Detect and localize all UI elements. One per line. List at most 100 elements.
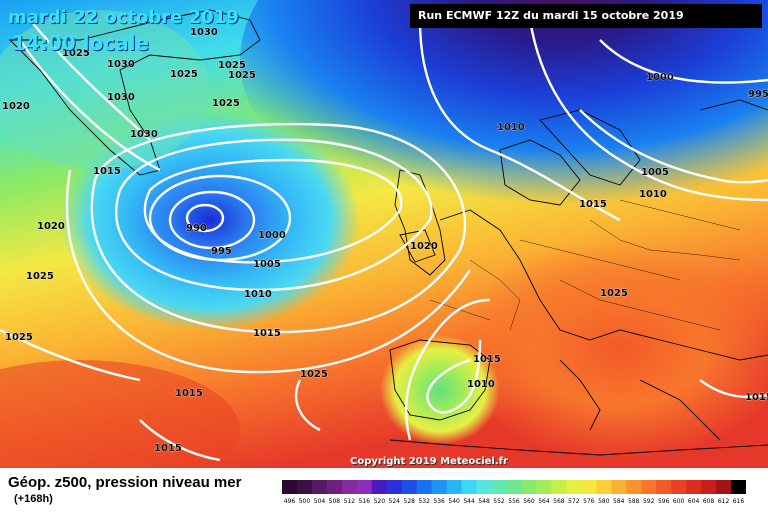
legend-tick-label: 524 (389, 498, 401, 505)
legend-swatch (731, 480, 746, 494)
isobar-label: 1025 (228, 70, 256, 81)
legend-swatch (581, 480, 597, 494)
isobar-label: 1025 (600, 288, 628, 299)
legend-swatch (326, 480, 343, 494)
legend-swatch (641, 480, 657, 494)
legend-swatch (341, 480, 358, 494)
legend-swatch (686, 480, 702, 494)
legend-swatch (671, 480, 687, 494)
legend-swatch (476, 480, 492, 494)
legend-tick-label: 596 (658, 498, 670, 505)
isobar-label: 1005 (641, 167, 669, 178)
isobars (0, 19, 768, 462)
map-footer: Géop. z500, pression niveau mer (+168h) … (0, 468, 768, 512)
isobar-label: 1015 (745, 392, 768, 403)
isobar-label: 1025 (300, 369, 328, 380)
legend-swatch (701, 480, 717, 494)
legend-swatch (656, 480, 672, 494)
isobar-label: 1015 (93, 166, 121, 177)
isobar-label: 990 (186, 223, 207, 234)
isobar-label: 1015 (154, 443, 182, 454)
legend-swatch (506, 480, 522, 494)
legend-swatch (461, 480, 477, 494)
legend-tick-label: 600 (673, 498, 685, 505)
isobar-label: 1010 (639, 189, 667, 200)
isobar-label: 1030 (107, 92, 135, 103)
isobar-label: 1020 (2, 101, 30, 112)
legend-swatch (282, 480, 298, 494)
isobar-label: 1000 (258, 230, 286, 241)
legend-tick-label: 536 (433, 498, 445, 505)
isobar-label: 1010 (497, 122, 525, 133)
legend-tick-label: 548 (478, 498, 490, 505)
legend-swatch (386, 480, 403, 494)
legend-swatch (626, 480, 642, 494)
isobar-label: 1005 (253, 259, 281, 270)
isobar-label: 1025 (62, 48, 90, 59)
isobar-label: 1020 (37, 221, 65, 232)
legend-tick-label: 520 (374, 498, 386, 505)
isobar-label: 1015 (175, 388, 203, 399)
isobar-label: 1025 (26, 271, 54, 282)
isobar-label: 995 (748, 89, 768, 100)
model-run-info: Run ECMWF 12Z du mardi 15 octobre 2019 (410, 4, 762, 28)
subtropical-ridge-field (0, 360, 240, 468)
forecast-hour-label: (+168h) (14, 493, 53, 505)
legend-swatch (716, 480, 732, 494)
legend-swatch (566, 480, 582, 494)
legend-swatch (356, 480, 373, 494)
iberian-cutoff-field (380, 335, 500, 445)
isobar-label: 1020 (410, 241, 438, 252)
isobar-label: 1025 (218, 60, 246, 71)
legend-tick-label: 552 (493, 498, 505, 505)
legend-tick-label: 584 (613, 498, 625, 505)
valid-time-title: 14:00 locale (12, 31, 149, 55)
isobar-label: 1015 (253, 328, 281, 339)
legend-tick-label: 528 (404, 498, 416, 505)
isobar-label: 1025 (5, 332, 33, 343)
legend-tick-label: 572 (568, 498, 580, 505)
isobar-labels: 1030 1025 1030 1025 1025 1025 1030 1025 … (2, 27, 768, 455)
isobar-label: 1025 (170, 69, 198, 80)
valid-date-title: mardi 22 octobre 2019 (8, 7, 239, 28)
legend-swatch (551, 480, 567, 494)
legend-tick-label: 544 (463, 498, 475, 505)
legend-swatch (536, 480, 552, 494)
legend-tick-label: 560 (523, 498, 535, 505)
isobar-label: 1010 (467, 379, 495, 390)
isobar-label: 1030 (190, 27, 218, 38)
isobar-label: 1025 (212, 98, 240, 109)
legend-swatch (371, 480, 388, 494)
legend-swatch (431, 480, 447, 494)
isobar-label: 1030 (107, 59, 135, 70)
legend-swatch (611, 480, 627, 494)
legend-tick-label: 604 (688, 498, 700, 505)
isobar-label: 1000 (646, 72, 674, 83)
legend-tick-label: 532 (418, 498, 430, 505)
legend-tick-label: 616 (733, 498, 745, 505)
country-borders (429, 199, 741, 331)
legend-tick-label: 500 (299, 498, 311, 505)
isobar-label: 1015 (579, 199, 607, 210)
legend-tick-label: 516 (359, 498, 371, 505)
legend-swatch (491, 480, 507, 494)
legend-swatch (416, 480, 432, 494)
z500-color-legend: 496 500 504 508 512 516 520 524 528 532 536 540 544 5… (282, 480, 746, 505)
map-parameter-title: Géop. z500, pression niveau mer (8, 474, 242, 491)
greenland-ridge-field (0, 10, 210, 170)
legend-swatch (521, 480, 537, 494)
geopotential-map: 1030 1025 1030 1025 1025 1025 1030 1025 … (0, 0, 768, 468)
legend-tick-label: 612 (718, 498, 730, 505)
copyright-text: Copyright 2019 Meteociel.fr (350, 456, 508, 467)
legend-swatch (311, 480, 328, 494)
legend-tick-label: 568 (553, 498, 565, 505)
legend-tick-label: 564 (538, 498, 550, 505)
legend-swatch (296, 480, 313, 494)
isobar-label: 1010 (244, 289, 272, 300)
isobar-label: 995 (211, 246, 232, 257)
legend-tick-label: 608 (703, 498, 715, 505)
central-europe-ridge-field (450, 240, 768, 460)
legend-tick-label: 540 (448, 498, 460, 505)
legend-tick-label: 592 (643, 498, 655, 505)
